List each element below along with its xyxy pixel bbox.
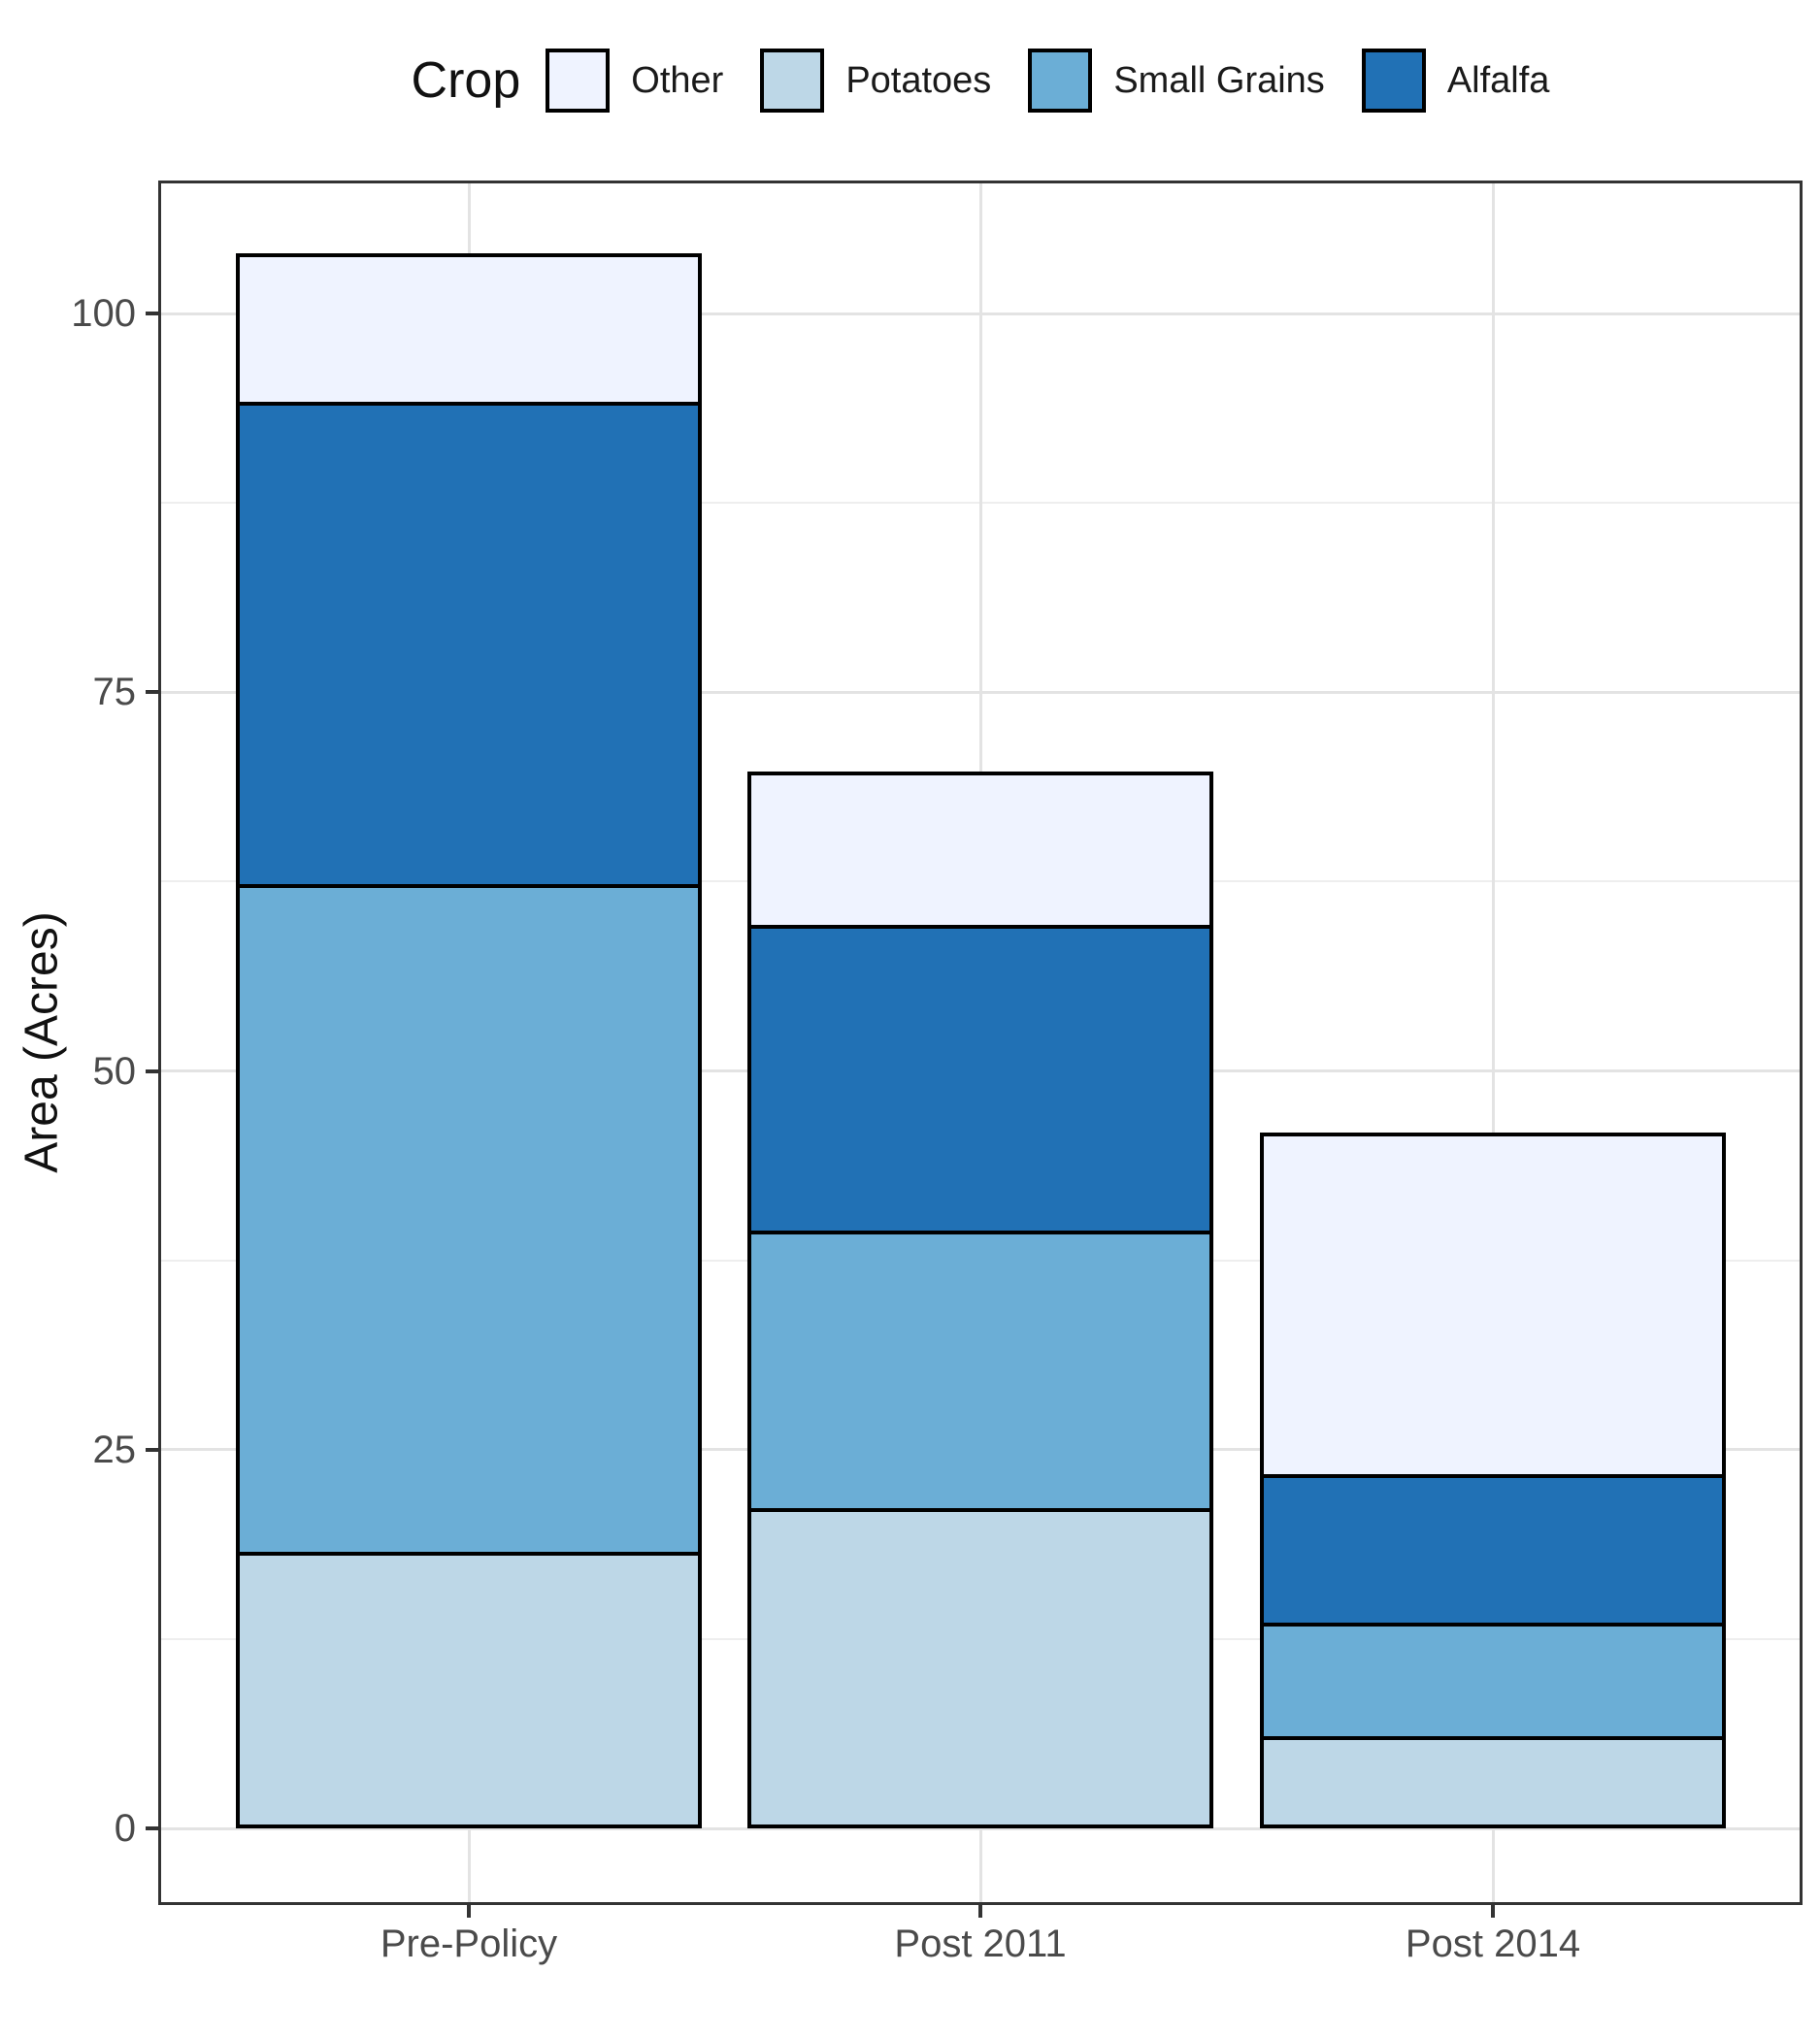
bar-segment-alfalfa-pre-policy [236,402,702,888]
bar-segment-small-grains-post-2014 [1260,1623,1726,1741]
y-tick-mark [146,1068,158,1073]
legend-key-potatoes-swatch [760,49,825,113]
bar-segment-alfalfa-post-2014 [1260,1474,1726,1627]
legend-item-label: Small Grains [1113,59,1325,101]
legend-key-alfalfa-swatch [1361,49,1426,113]
chart-legend: Crop Other Potatoes Small Grains Alfalfa [158,17,1803,144]
x-tick-label: Post 2011 [894,1923,1067,1965]
x-tick-label: Pre-Policy [380,1923,558,1965]
bar-segment-alfalfa-post-2011 [747,924,1213,1235]
y-tick-label: 25 [92,1428,137,1471]
y-tick-mark [146,1826,158,1830]
x-tick-mark [467,1905,471,1918]
legend-item-alfalfa: Alfalfa [1361,49,1550,113]
y-tick-mark [146,690,158,695]
x-tick-mark [1491,1905,1495,1918]
legend-key-other-swatch [546,49,611,113]
y-tick-label: 100 [71,292,136,335]
legend-item-potatoes: Potatoes [760,49,991,113]
bar-segment-potatoes-post-2011 [747,1507,1213,1828]
y-tick-mark [146,1447,158,1452]
legend-item-small-grains: Small Grains [1028,49,1325,113]
bar-segment-potatoes-pre-policy [236,1552,702,1828]
bar-segment-other-post-2011 [747,772,1213,929]
y-tick-mark [146,312,158,315]
bar-pre-policy [236,253,702,1828]
bar-segment-other-post-2014 [1260,1132,1726,1479]
plot-panel [158,181,1803,1905]
bar-post-2011 [747,772,1213,1828]
legend-item-other: Other [546,49,723,113]
legend-item-label: Alfalfa [1446,59,1550,101]
y-axis-title: Area (Acres) [16,911,68,1173]
y-tick-label: 50 [92,1049,137,1093]
gridline-vertical [1491,183,1495,1902]
legend-items: Other Potatoes Small Grains Alfalfa [546,49,1549,113]
bar-post-2014 [1260,1132,1726,1828]
x-tick-mark [978,1905,982,1918]
x-tick-label: Post 2014 [1405,1923,1581,1965]
bar-segment-small-grains-pre-policy [236,883,702,1557]
bar-segment-other-pre-policy [236,253,702,407]
bar-segment-small-grains-post-2011 [747,1231,1213,1512]
y-tick-label: 75 [92,671,137,714]
bar-segment-potatoes-post-2014 [1260,1736,1726,1828]
legend-key-small-grains-swatch [1028,49,1093,113]
y-tick-label: 0 [114,1807,136,1850]
legend-title: Crop [411,52,521,109]
legend-item-label: Potatoes [845,59,992,101]
legend-item-label: Other [631,59,724,101]
